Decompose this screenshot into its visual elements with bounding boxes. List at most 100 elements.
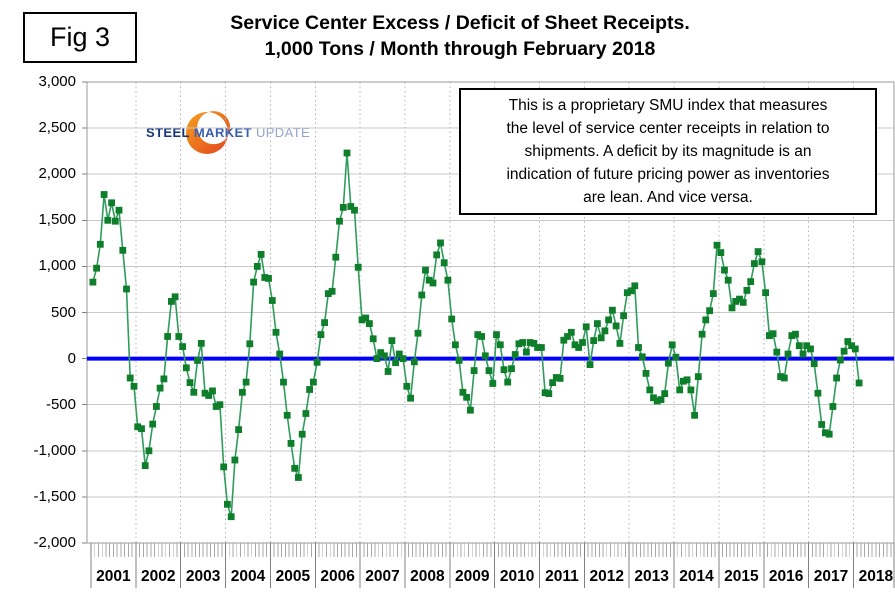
data-point	[459, 388, 467, 396]
data-point	[567, 328, 575, 336]
data-point	[795, 342, 803, 350]
data-point	[171, 293, 179, 301]
data-point	[556, 375, 564, 382]
year-label: 2006	[320, 568, 355, 585]
year-label: 2001	[96, 568, 131, 585]
data-point	[784, 350, 792, 358]
data-point	[302, 410, 310, 417]
y-tick-label: -2,000	[33, 534, 76, 551]
data-point	[721, 266, 728, 274]
y-tick-label: 3,000	[38, 73, 76, 90]
data-point	[407, 394, 414, 402]
year-label: 2004	[231, 568, 266, 585]
data-point	[134, 423, 142, 431]
data-point	[724, 276, 732, 284]
data-point	[257, 251, 265, 258]
logo-word-steel: STEEL	[146, 125, 190, 140]
data-point	[552, 374, 560, 381]
data-point	[661, 390, 669, 397]
data-point	[691, 411, 698, 419]
data-point	[242, 378, 250, 386]
data-point	[160, 375, 168, 383]
annotation-line-4: indication of future pricing power as in…	[506, 166, 830, 183]
data-point	[227, 513, 235, 521]
data-point	[810, 360, 818, 368]
year-label: 2008	[410, 568, 445, 585]
data-point	[212, 403, 220, 410]
data-point	[635, 344, 642, 351]
data-point	[500, 366, 508, 374]
data-point	[683, 376, 691, 384]
data-point	[623, 289, 631, 297]
data-point	[149, 420, 157, 428]
year-label: 2007	[365, 568, 399, 585]
data-point	[96, 240, 104, 248]
data-point	[429, 279, 437, 287]
year-label: 2009	[455, 568, 490, 585]
data-point	[265, 275, 272, 282]
data-point	[448, 315, 456, 323]
data-point	[414, 329, 422, 337]
data-point	[153, 403, 160, 410]
year-label: 2018	[859, 568, 894, 585]
data-point	[650, 394, 657, 402]
data-point	[197, 340, 205, 347]
data-point	[310, 378, 317, 386]
data-point	[463, 393, 470, 401]
year-label: 2013	[634, 568, 669, 585]
data-point	[780, 374, 788, 382]
annotation-line-2: the level of service center receipts in …	[506, 120, 830, 137]
data-point	[388, 337, 396, 344]
data-point	[190, 388, 198, 396]
data-point	[209, 387, 216, 395]
data-point	[642, 370, 650, 377]
data-point	[418, 291, 426, 299]
data-point	[295, 474, 302, 481]
data-point	[496, 341, 504, 349]
logo-word-update: UPDATE	[255, 125, 311, 140]
year-label: 2016	[769, 568, 804, 585]
data-point	[261, 274, 269, 281]
data-point	[366, 320, 373, 327]
data-point	[627, 287, 635, 295]
data-point	[638, 353, 646, 361]
data-point	[235, 426, 242, 433]
data-point	[523, 348, 530, 356]
data-point	[164, 333, 171, 340]
data-point	[205, 392, 213, 399]
data-point	[444, 276, 452, 284]
data-point	[807, 345, 814, 353]
data-point	[455, 357, 463, 364]
chart-title-line2: 1,000 Tons / Month through February 2018	[264, 38, 656, 60]
data-point	[702, 316, 710, 324]
data-point	[769, 330, 777, 338]
data-point	[179, 343, 186, 350]
year-label: 2014	[679, 568, 714, 585]
annotation-line-5: are lean. And vice versa.	[583, 189, 753, 206]
data-point	[384, 368, 392, 375]
data-point	[698, 330, 706, 338]
figure-label: Fig 3	[49, 22, 111, 52]
data-point	[306, 386, 313, 393]
annotation-line-1: This is a proprietary SMU index that mea…	[508, 97, 828, 114]
data-point	[478, 333, 485, 340]
data-point	[485, 367, 493, 374]
data-point	[653, 397, 661, 405]
data-point	[530, 340, 538, 347]
data-point	[343, 149, 351, 157]
data-point	[298, 430, 306, 438]
smu-logo: STEEL MARKET UPDATE	[146, 106, 310, 160]
data-point	[840, 347, 848, 355]
year-label: 2003	[186, 568, 221, 585]
data-point	[788, 332, 796, 339]
data-point	[253, 263, 261, 270]
data-point	[680, 377, 687, 385]
data-point	[321, 319, 328, 326]
data-point	[381, 352, 388, 360]
data-point	[351, 206, 358, 214]
data-point	[287, 440, 295, 447]
data-point	[743, 287, 751, 294]
data-point	[792, 330, 799, 338]
data-point	[837, 356, 844, 364]
